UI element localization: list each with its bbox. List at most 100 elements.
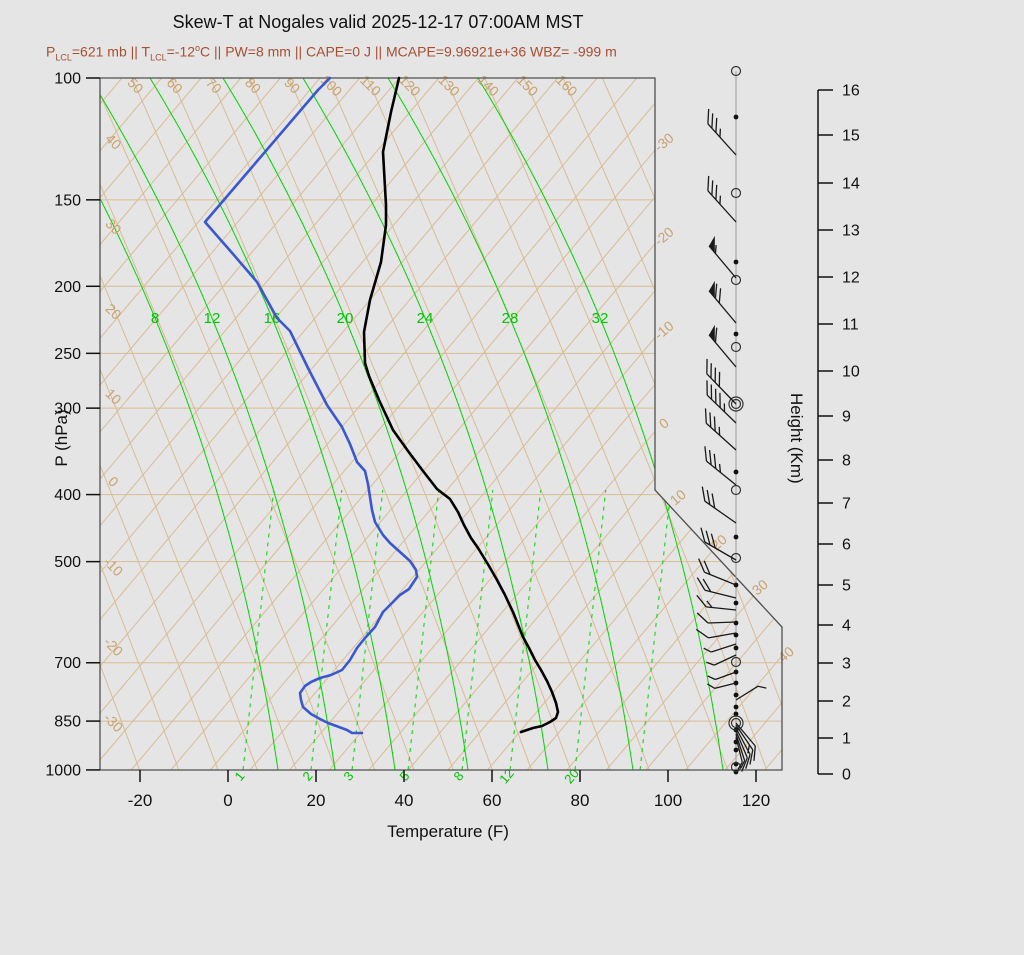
pressure-tick-label: 100 — [54, 71, 81, 88]
height-tick-label: 0 — [842, 767, 851, 784]
dry-adiabat-label-left: 40 — [102, 130, 124, 152]
moist-adiabat-label: 24 — [417, 310, 434, 327]
grid-line-labels: 50 60 70 80 90 100 110 120 130 140 150 160403020100… — [101, 72, 797, 787]
temperature-tick-label: 40 — [395, 791, 414, 810]
temperature-tick-label: 80 — [571, 791, 590, 810]
wind-barb — [707, 108, 737, 156]
temperature-tick-label: 20 — [307, 791, 326, 810]
height-tick-label: 8 — [842, 453, 851, 470]
wind-barb — [703, 643, 737, 653]
wind-barb — [704, 446, 737, 486]
dry-adiabat-label-top: 140 — [474, 72, 502, 100]
temperature-tick-label: 100 — [654, 791, 682, 810]
wind-barb — [706, 380, 737, 424]
mixing-ratio-grid — [242, 489, 672, 770]
mixing-ratio-label: 8 — [450, 769, 466, 784]
pressure-tick-label: 250 — [54, 346, 81, 363]
wind-barb — [700, 527, 737, 561]
wind-barb — [704, 408, 737, 451]
param-p: P — [46, 43, 56, 60]
chart-title: Skew-T at Nogales valid 2025-12-17 07:00… — [172, 12, 584, 32]
isotherm-label: 40 — [775, 643, 797, 665]
wind-barbs — [695, 108, 767, 772]
pressure-tick-label: 500 — [54, 554, 81, 571]
moist-adiabat-grid — [100, 78, 724, 770]
dry-adiabat-label-top: 150 — [514, 72, 542, 100]
moist-adiabat-label: 20 — [337, 310, 354, 327]
height-tick-label: 3 — [842, 656, 851, 673]
moist-adiabat-label: 28 — [502, 310, 519, 327]
height-tick-label: 12 — [842, 270, 860, 287]
height-tick-label: 4 — [842, 618, 851, 635]
moist-adiabat-label: 8 — [151, 310, 159, 327]
pressure-tick-label: 300 — [54, 401, 81, 418]
wind-staff — [728, 65, 744, 775]
dry-adiabat-label-left: -30 — [101, 710, 127, 736]
height-tick-label: 16 — [842, 83, 860, 100]
temperature-curve — [362, 76, 560, 734]
moist-adiabat-label: 12 — [204, 310, 221, 327]
chart-parameters-line: PLCL=621 mb || TLCL=-12oC || PW=8 mm || … — [46, 43, 617, 62]
pressure-axis: 100 150 200 250 300 400 500 700 850 1000 — [45, 71, 100, 779]
wind-barb — [735, 727, 751, 769]
wind-barb — [735, 733, 746, 769]
height-tick-label: 14 — [842, 176, 860, 193]
mixing-ratio-label: 2 — [299, 769, 315, 784]
wind-barb — [701, 486, 737, 524]
param-mid2: =-12 — [166, 43, 196, 60]
dry-adiabat-label-top: 110 — [357, 72, 384, 99]
wind-barb — [735, 730, 748, 772]
param-rest: C || PW=8 mm || CAPE=0 J || MCAPE=9.9692… — [200, 43, 617, 60]
dry-adiabat-label-top: 130 — [435, 72, 463, 100]
param-mid1: =621 mb || T — [71, 43, 151, 60]
wind-barb — [735, 736, 743, 770]
wind-barb — [707, 175, 737, 223]
pressure-tick-label: 700 — [54, 655, 81, 672]
temperature-axis-title: Temperature (F) — [387, 822, 509, 841]
wind-barb — [696, 594, 737, 611]
pressure-tick-label: 400 — [54, 487, 81, 504]
height-tick-label: 10 — [842, 364, 860, 381]
temperature-tick-label: 0 — [223, 791, 232, 810]
isotherm-label: 10 — [667, 486, 689, 508]
param-deg: o — [195, 43, 201, 53]
height-tick-label: 6 — [842, 537, 851, 554]
dry-adiabat-label-left: 10 — [102, 385, 124, 407]
height-tick-label: 7 — [842, 496, 851, 513]
dry-adiabat-label-left: -20 — [101, 634, 127, 660]
wind-barb — [708, 280, 737, 324]
temperature-axis: -20 0 20 40 60 80 100 120 — [128, 770, 770, 810]
wind-barb — [708, 235, 737, 279]
height-tick-label: 5 — [842, 578, 851, 595]
dry-adiabat-grid — [100, 78, 782, 770]
isotherm-grid — [100, 78, 782, 770]
pressure-tick-label: 200 — [54, 279, 81, 296]
wind-barb — [707, 682, 737, 689]
height-tick-label: 11 — [842, 317, 859, 334]
pressure-tick-label: 850 — [54, 714, 81, 731]
height-tick-label: 2 — [842, 694, 851, 711]
temperature-tick-label: 120 — [742, 791, 770, 810]
temperature-tick-label: 60 — [483, 791, 502, 810]
height-tick-label: 15 — [842, 128, 860, 145]
wind-barb — [735, 722, 756, 761]
wind-barb — [707, 671, 737, 681]
moist-adiabat-label: 32 — [592, 310, 609, 327]
wind-barb — [735, 685, 767, 701]
height-tick-label: 9 — [842, 409, 851, 426]
pressure-tick-label: 1000 — [45, 762, 81, 779]
mixing-ratio-label: 20 — [561, 766, 582, 787]
dry-adiabat-label-left: 0 — [105, 473, 122, 490]
plot-frame — [99, 77, 783, 771]
wind-barb — [698, 558, 737, 586]
height-axis-title: Height (Km) — [787, 393, 806, 484]
dry-adiabat-label-top: 120 — [396, 72, 424, 100]
height-tick-label: 1 — [842, 731, 851, 748]
wind-barb — [706, 358, 737, 405]
wind-barb — [708, 324, 737, 368]
wind-barb — [695, 628, 737, 639]
pressure-tick-label: 150 — [54, 192, 81, 209]
